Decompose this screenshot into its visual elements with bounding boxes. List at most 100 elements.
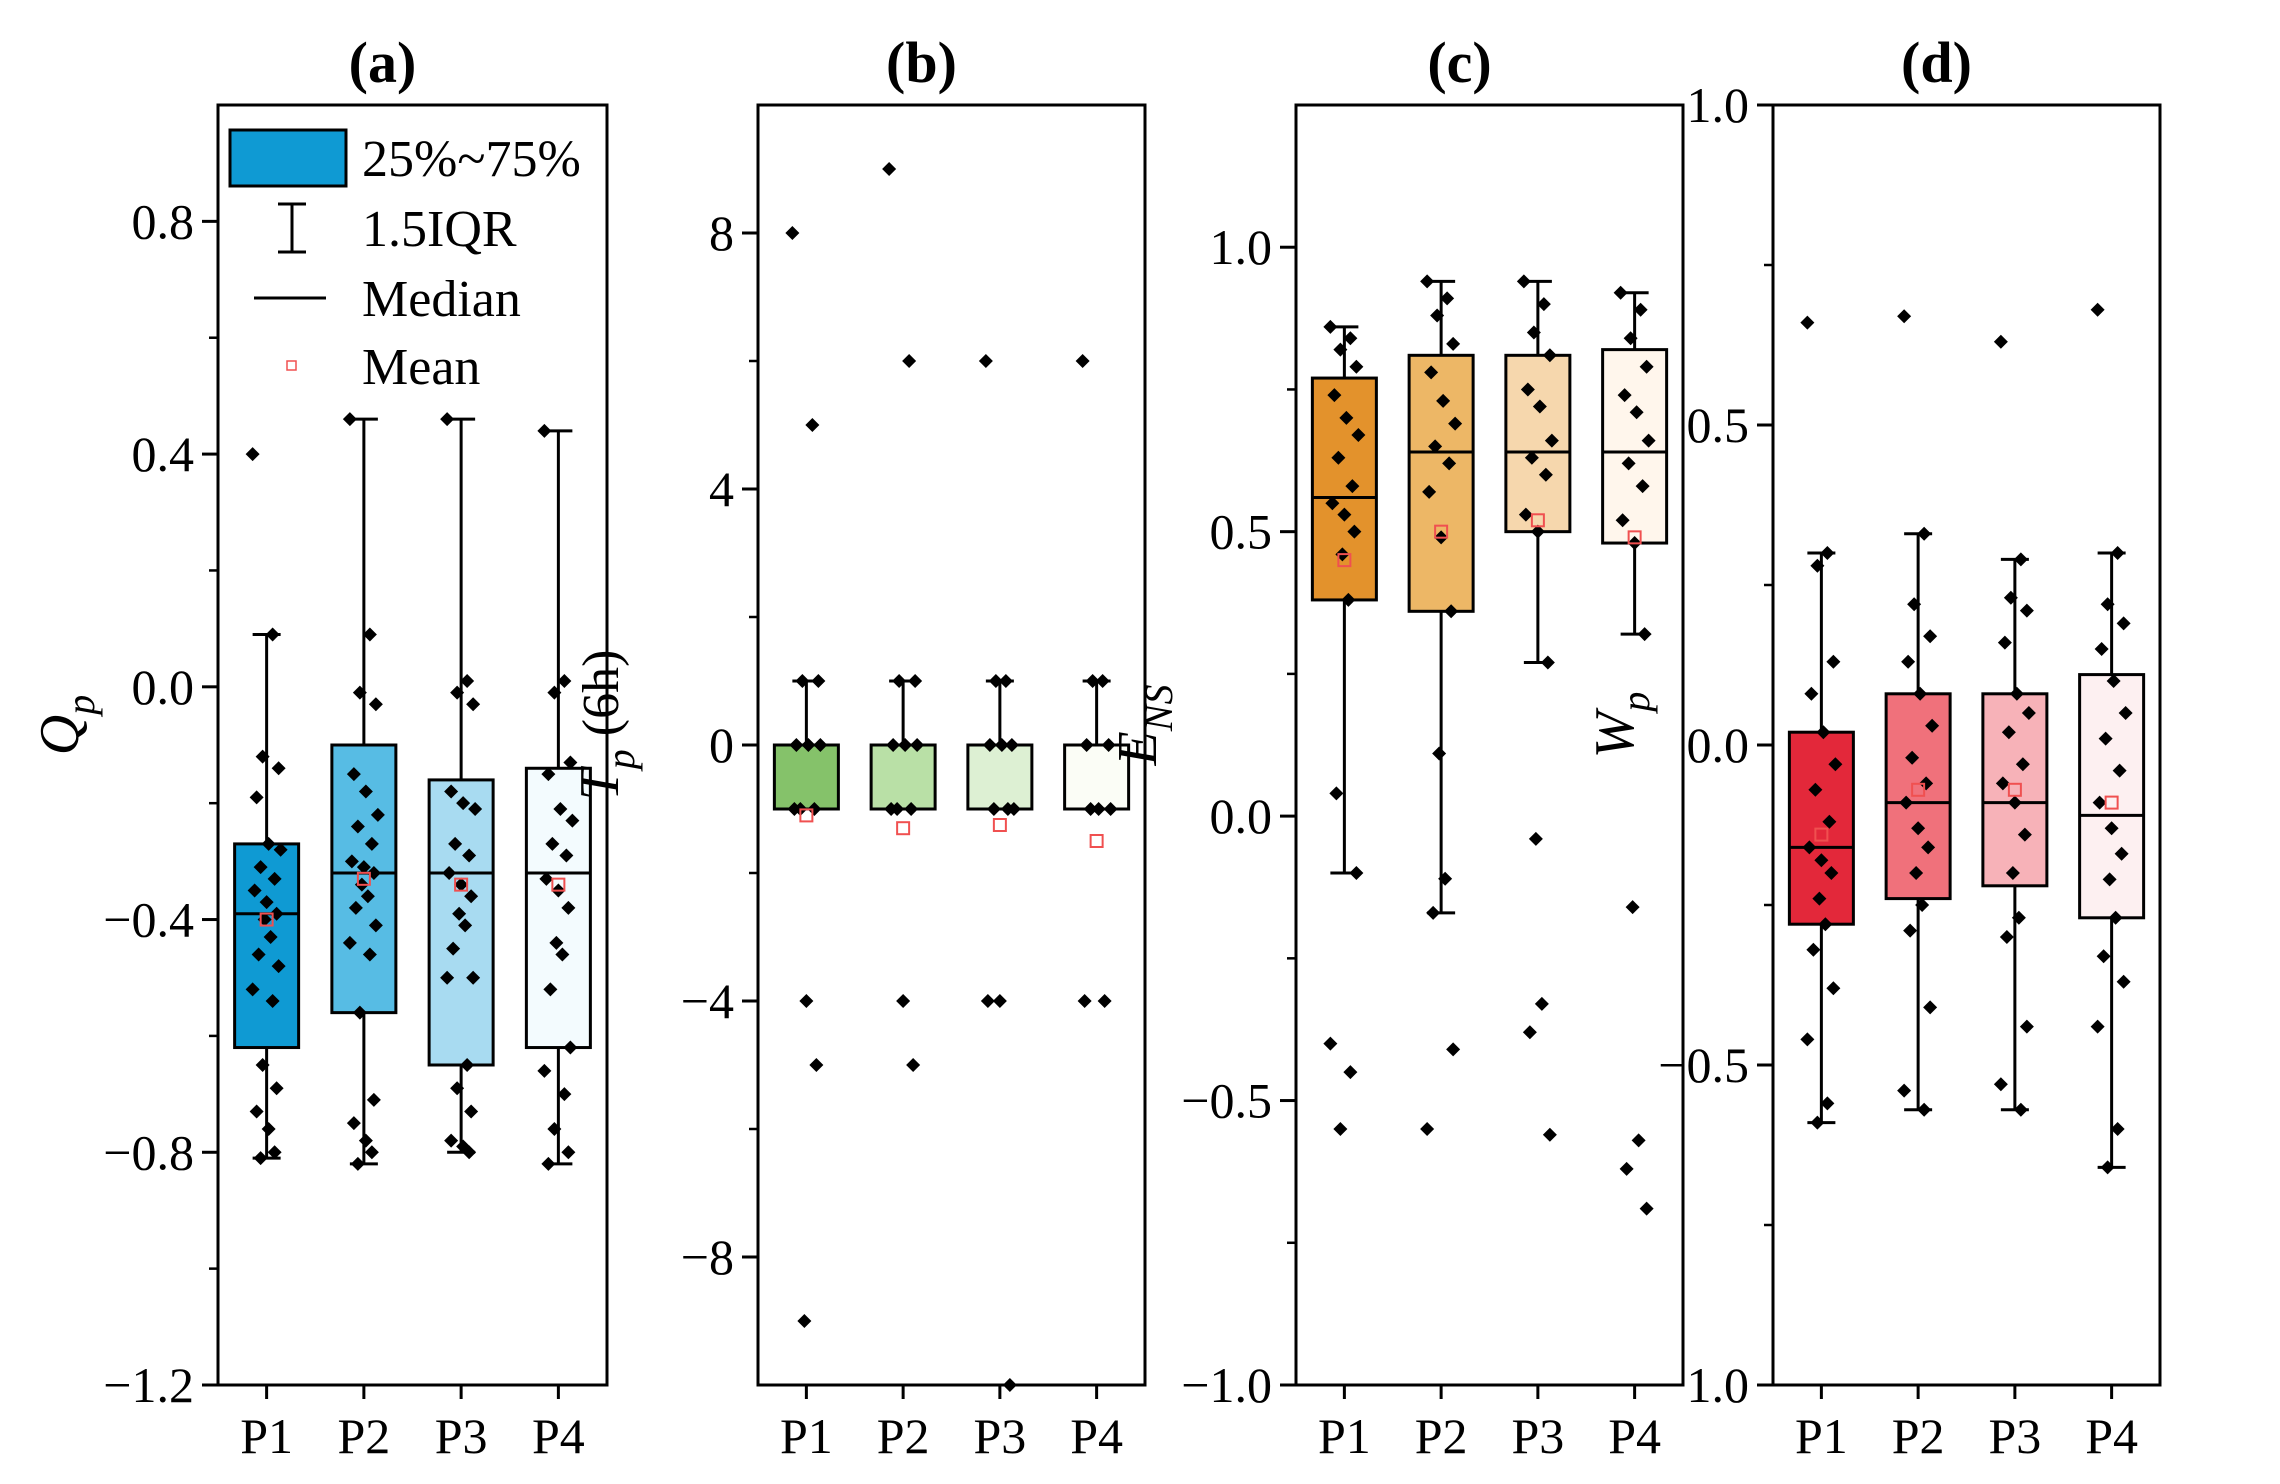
data-point: [364, 1145, 379, 1160]
data-point: [1917, 1102, 1932, 1117]
mean-marker: [799, 808, 814, 823]
data-point: [1097, 994, 1112, 1008]
box-P3: [1981, 557, 2049, 1112]
data-point: [1085, 674, 1100, 688]
data-point: [1814, 853, 1829, 868]
y-tick-label: 1.0: [1210, 219, 1273, 275]
data-point: [1800, 1032, 1815, 1047]
data-point: [1915, 898, 1930, 912]
y-axis-subscript: NS: [1136, 685, 1181, 733]
data-point: [1518, 507, 1533, 522]
panel-label: (a): [349, 30, 417, 95]
data-point: [787, 802, 802, 816]
data-point: [1540, 655, 1555, 670]
data-point: [2013, 1102, 2028, 1117]
data-point: [342, 412, 357, 427]
y-tick-label: 1.0: [1687, 77, 1750, 133]
data-point: [1343, 1065, 1358, 1080]
data-point: [458, 918, 473, 933]
data-point: [2116, 974, 2131, 989]
data-point: [2021, 706, 2036, 720]
y-tick-label: 0.8: [132, 193, 195, 249]
mean-marker: [1434, 524, 1449, 539]
data-point: [1633, 302, 1648, 317]
data-point: [559, 848, 574, 863]
data-point: [1635, 479, 1650, 494]
iqr-box: [330, 743, 398, 1015]
data-point: [1526, 325, 1541, 340]
data-point: [1422, 484, 1437, 499]
data-point: [1615, 513, 1630, 528]
data-point: [1816, 725, 1831, 740]
data-point: [1810, 1115, 1825, 1130]
data-point: [259, 895, 274, 910]
data-point: [986, 802, 1001, 816]
data-point: [2090, 1019, 2105, 1034]
data-point: [1913, 686, 1928, 701]
mean-marker: [551, 877, 566, 892]
data-point: [251, 947, 266, 962]
data-point: [1446, 1042, 1461, 1057]
panel-label: (c): [1427, 30, 1491, 95]
data-point: [2100, 1160, 2115, 1175]
data-point: [269, 1081, 284, 1096]
data-point: [1909, 866, 1924, 880]
data-point: [440, 412, 455, 427]
data-point: [2005, 866, 2020, 880]
data-point: [1426, 905, 1441, 920]
data-point: [2116, 616, 2131, 631]
data-point: [2118, 706, 2133, 720]
data-point: [1337, 507, 1352, 522]
data-point: [444, 784, 459, 799]
data-point: [444, 1133, 459, 1148]
data-point: [350, 1156, 365, 1171]
legend-label: 1.5IQR: [362, 201, 517, 258]
data-point: [1802, 840, 1817, 855]
data-point: [249, 790, 264, 805]
mean-marker: [1337, 553, 1352, 568]
data-point: [267, 1145, 282, 1160]
data-point: [1903, 923, 1918, 938]
data-point: [2019, 1019, 2034, 1034]
data-point: [543, 982, 558, 997]
y-tick-label: −0.4: [103, 892, 194, 948]
y-tick-label: 0.0: [132, 659, 195, 715]
box-P2: [1407, 279, 1475, 915]
data-point: [442, 866, 457, 880]
data-point: [1524, 450, 1539, 465]
y-axis-label: Qp: [29, 695, 103, 755]
y-tick-label: −1.2: [103, 1357, 194, 1413]
x-tick-label: P1: [240, 1408, 293, 1464]
data-point: [1000, 802, 1015, 816]
data-point: [805, 418, 820, 432]
data-point: [2104, 821, 2119, 836]
x-tick-label: P3: [973, 1408, 1026, 1464]
data-point: [460, 1058, 475, 1072]
data-point: [799, 994, 814, 1008]
data-point: [1004, 738, 1019, 752]
data-point: [1534, 996, 1549, 1011]
panel-1: 8 4 0 −4 −8 P1 P2 P3 P4 (b) Tp (6h): [569, 30, 1147, 1464]
data-point: [1516, 274, 1531, 289]
data-point: [557, 674, 572, 688]
data-point: [1325, 496, 1340, 511]
y-tick-label: −0.5: [1658, 1037, 1749, 1093]
data-point: [2110, 1122, 2125, 1136]
data-point: [1824, 866, 1839, 880]
data-point: [263, 930, 278, 944]
data-point: [1923, 629, 1938, 644]
data-point: [1911, 821, 1926, 836]
y-axis-subscript: p: [1613, 692, 1658, 715]
data-point: [1333, 1122, 1348, 1136]
data-point: [1617, 388, 1632, 403]
data-point: [273, 842, 288, 857]
box-P4: [524, 429, 592, 1166]
data-point: [992, 994, 1007, 1008]
data-point: [1925, 718, 1940, 733]
data-point: [1613, 285, 1628, 300]
data-point: [1542, 348, 1557, 363]
data-point: [1806, 942, 1821, 957]
mean-marker: [2007, 782, 2022, 797]
data-point: [2007, 795, 2022, 810]
data-point: [1993, 1077, 2008, 1092]
